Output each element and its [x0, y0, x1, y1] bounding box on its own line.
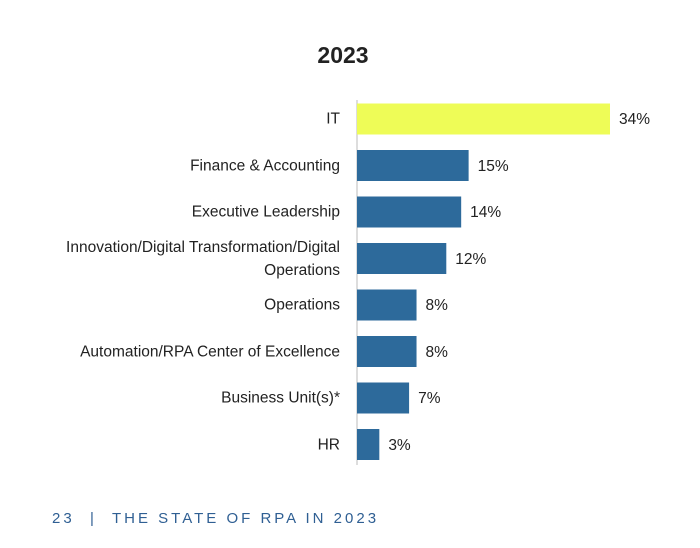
category-label: Innovation/Digital Transformation/Digita… — [66, 238, 340, 279]
bar — [357, 196, 462, 228]
category-label: Business Unit(s)* — [221, 389, 340, 407]
bar — [357, 336, 417, 367]
value-label: 7% — [418, 390, 441, 407]
page-number: 23 — [52, 510, 75, 527]
category-label: Operations — [264, 296, 340, 314]
bar — [357, 289, 417, 321]
bar — [357, 150, 469, 181]
bar — [357, 382, 410, 414]
category-label: Automation/RPA Center of Excellence — [80, 343, 340, 360]
value-label: 34% — [619, 111, 651, 128]
category-label: HR — [317, 436, 340, 453]
category-label: Executive Leadership — [191, 203, 340, 221]
value-label: 15% — [477, 157, 509, 175]
category-label: Finance & Accounting — [190, 157, 340, 174]
bar — [357, 103, 610, 135]
chart-title: 2023 — [317, 42, 369, 68]
category-label: IT — [326, 110, 340, 128]
bar — [357, 243, 447, 274]
value-label: 8% — [425, 343, 448, 361]
footer-title: THE STATE OF RPA IN 2023 — [112, 510, 380, 527]
value-label: 14% — [470, 204, 502, 221]
value-label: 8% — [425, 297, 448, 314]
separator: | — [90, 510, 97, 527]
bar — [357, 429, 380, 460]
value-label: 3% — [388, 436, 411, 454]
value-label: 12% — [455, 250, 487, 268]
